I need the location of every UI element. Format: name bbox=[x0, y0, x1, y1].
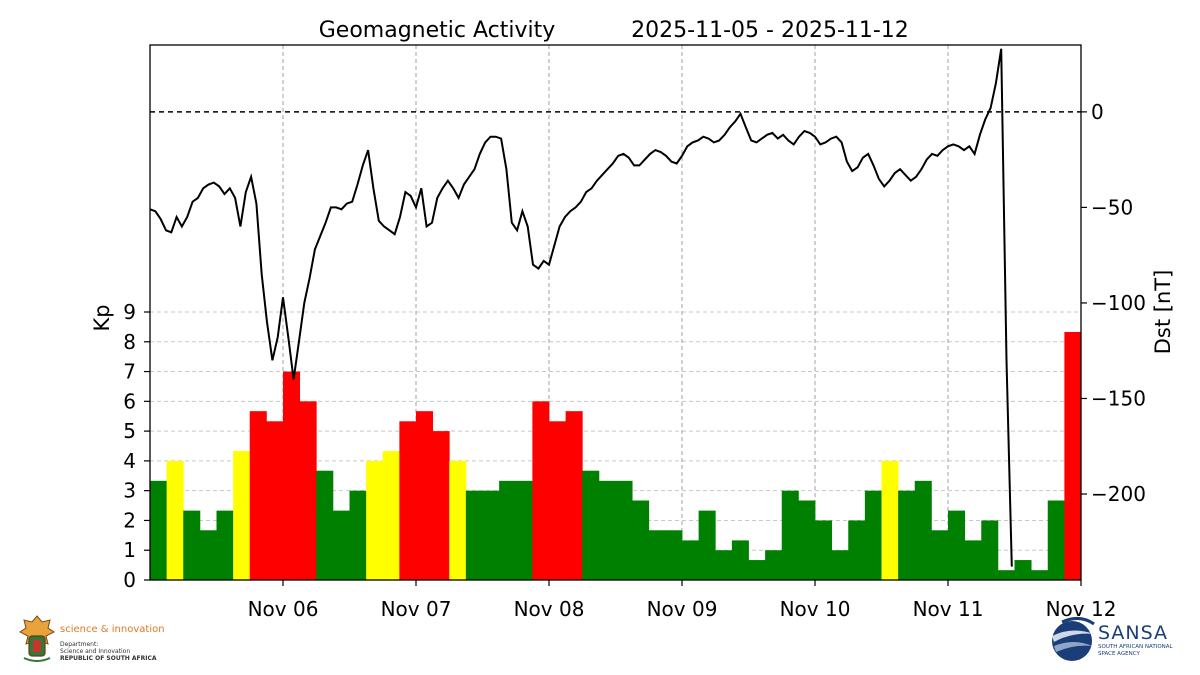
kp-tick-label: 2 bbox=[123, 508, 136, 532]
kp-bar bbox=[632, 500, 650, 580]
kp-bar bbox=[515, 480, 533, 580]
kp-bar bbox=[399, 421, 417, 580]
kp-bar bbox=[582, 470, 600, 580]
axis-ticks: 0 1 2 3 4 5 6 7 8 9 0 −50 −100 −150 −200 Nov 06 Nov 07 No… bbox=[123, 100, 1146, 621]
sansa-logo-line-1: SOUTH AFRICAN NATIONAL bbox=[1098, 644, 1173, 650]
dsi-logo-line-3: REPUBLIC OF SOUTH AFRICA bbox=[60, 655, 157, 662]
kp-axis-label: Kp bbox=[90, 304, 114, 331]
kp-bar bbox=[731, 540, 749, 580]
kp-bar bbox=[1064, 331, 1082, 580]
x-tick-label: Nov 11 bbox=[913, 597, 984, 621]
kp-bar bbox=[964, 540, 982, 580]
dst-tick-label: −50 bbox=[1091, 195, 1133, 219]
dsi-logo-name: science & innovation bbox=[60, 624, 165, 635]
sansa-logo-subtext: SOUTH AFRICAN NATIONAL SPACE AGENCY bbox=[1098, 644, 1173, 658]
chart-date-range: 2025-11-05 - 2025-11-12 bbox=[631, 18, 909, 43]
kp-bar bbox=[615, 480, 633, 580]
x-tick-label: Nov 09 bbox=[647, 597, 718, 621]
kp-bar bbox=[798, 500, 816, 580]
dst-series-line bbox=[149, 48, 1013, 567]
kp-bar bbox=[465, 490, 483, 580]
kp-bars bbox=[150, 331, 1082, 580]
kp-bar bbox=[981, 520, 999, 580]
kp-bar bbox=[881, 460, 899, 580]
kp-bar bbox=[266, 421, 284, 580]
chart-title: Geomagnetic Activity bbox=[319, 18, 556, 43]
kp-bar bbox=[299, 401, 317, 580]
kp-bar bbox=[815, 520, 833, 580]
kp-bar bbox=[748, 560, 766, 580]
kp-bar bbox=[199, 530, 217, 580]
kp-bar bbox=[565, 411, 583, 580]
kp-bar bbox=[166, 460, 184, 580]
kp-bar bbox=[997, 570, 1015, 580]
kp-bar bbox=[931, 530, 949, 580]
kp-bar bbox=[532, 401, 550, 580]
kp-bar bbox=[598, 480, 616, 580]
kp-bar bbox=[216, 510, 234, 580]
kp-bar bbox=[715, 550, 733, 580]
kp-tick-label: 0 bbox=[123, 568, 136, 592]
sansa-logo-name: SANSA bbox=[1098, 622, 1169, 644]
kp-bar bbox=[316, 470, 334, 580]
kp-bar bbox=[332, 510, 350, 580]
kp-bar bbox=[898, 490, 916, 580]
kp-bar bbox=[698, 510, 716, 580]
kp-bar bbox=[648, 530, 666, 580]
kp-bar bbox=[948, 510, 966, 580]
kp-bar bbox=[1047, 500, 1065, 580]
kp-bar bbox=[150, 480, 168, 580]
dsi-logo-line-1: Department: bbox=[60, 641, 99, 648]
kp-bar bbox=[349, 490, 367, 580]
kp-bar bbox=[781, 490, 799, 580]
kp-bar bbox=[283, 371, 301, 580]
kp-bar bbox=[416, 411, 434, 580]
dst-tick-label: −100 bbox=[1091, 291, 1146, 315]
kp-bar bbox=[482, 490, 500, 580]
dsi-logo-line-2: Science and Innovation bbox=[60, 648, 131, 655]
kp-tick-label: 1 bbox=[123, 538, 136, 562]
kp-bar bbox=[449, 460, 467, 580]
kp-bar bbox=[682, 540, 700, 580]
x-tick-label: Nov 12 bbox=[1046, 597, 1117, 621]
kp-bar bbox=[183, 510, 201, 580]
dst-axis-label: Dst [nT] bbox=[1151, 270, 1175, 355]
kp-tick-label: 3 bbox=[123, 479, 136, 503]
kp-bar bbox=[382, 451, 400, 580]
x-tick-label: Nov 08 bbox=[514, 597, 585, 621]
sansa-globe-icon bbox=[1052, 617, 1095, 661]
x-tick-label: Nov 10 bbox=[780, 597, 851, 621]
kp-bar bbox=[366, 460, 384, 580]
kp-bar bbox=[848, 520, 866, 580]
kp-bar bbox=[864, 490, 882, 580]
coat-of-arms-icon bbox=[19, 615, 55, 662]
dsi-logo bbox=[18, 614, 178, 666]
kp-tick-label: 9 bbox=[123, 300, 136, 324]
kp-bar bbox=[249, 411, 267, 580]
kp-bar bbox=[499, 480, 517, 580]
kp-bar bbox=[914, 480, 932, 580]
dsi-logo-subtext: Department: Science and Innovation REPUB… bbox=[60, 641, 157, 662]
kp-bar bbox=[665, 530, 683, 580]
kp-bar bbox=[1014, 560, 1032, 580]
kp-tick-label: 4 bbox=[123, 449, 136, 473]
kp-tick-label: 5 bbox=[123, 419, 136, 443]
kp-bar bbox=[1031, 570, 1049, 580]
kp-tick-label: 8 bbox=[123, 330, 136, 354]
sansa-logo: SANSA SOUTH AFRICAN NATIONAL SPACE AGENC… bbox=[1050, 612, 1185, 668]
x-tick-label: Nov 07 bbox=[381, 597, 452, 621]
sansa-logo-line-2: SPACE AGENCY bbox=[1098, 651, 1140, 657]
kp-tick-label: 7 bbox=[123, 360, 136, 384]
kp-tick-label: 6 bbox=[123, 389, 136, 413]
kp-bar bbox=[549, 421, 567, 580]
dst-tick-label: −200 bbox=[1091, 482, 1146, 506]
kp-bar bbox=[765, 550, 783, 580]
kp-bar bbox=[432, 431, 450, 580]
dst-tick-label: 0 bbox=[1091, 100, 1104, 124]
kp-bar bbox=[233, 451, 251, 580]
kp-bar bbox=[831, 550, 849, 580]
x-tick-label: Nov 06 bbox=[248, 597, 319, 621]
dst-tick-label: −150 bbox=[1091, 386, 1146, 410]
